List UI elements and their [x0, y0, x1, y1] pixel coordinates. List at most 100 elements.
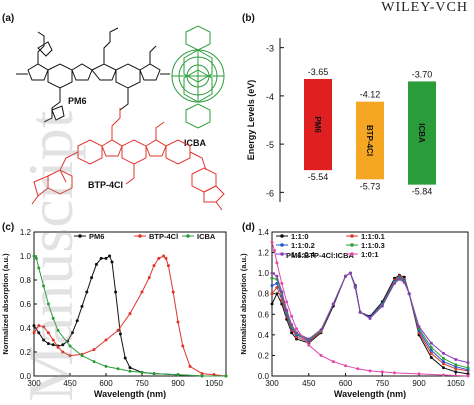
series-line-1 [33, 255, 227, 377]
data-point [61, 350, 65, 354]
data-point [417, 325, 421, 329]
x-tick-label: 450 [302, 379, 316, 388]
y-tick-label: 1.0 [258, 269, 270, 278]
data-point [429, 356, 433, 359]
data-point [181, 344, 185, 348]
y-tick-label: 0.6 [258, 310, 270, 319]
series-line-1 [271, 272, 469, 372]
data-point [331, 302, 335, 306]
energy-level-chart: -3 -4 -5 -6 Energy Levels (eV) -3.65 -5.54 PM6 -… [246, 38, 436, 202]
data-point [270, 240, 274, 244]
data-point [442, 360, 445, 364]
data-point [34, 256, 38, 260]
panel-a-letter: (a) [2, 13, 15, 24]
data-point [200, 372, 204, 376]
data-point [164, 256, 168, 260]
data-point [275, 274, 279, 278]
data-point [116, 367, 120, 371]
x-axis-label: Wavelength (nm) [94, 389, 166, 399]
series-line-3 [271, 272, 469, 369]
data-point [152, 264, 156, 268]
data-point [466, 361, 470, 365]
y-axis-label: Energy Levels (eV) [246, 80, 256, 161]
data-point [176, 320, 180, 324]
pm6-structure [16, 27, 170, 123]
x-axis-label: Wavelength (nm) [334, 389, 406, 399]
legend-marker [280, 252, 284, 256]
data-point [116, 328, 120, 332]
data-point [92, 348, 96, 352]
chart-title: PM6:BTP-4Cl:ICBA [286, 251, 355, 260]
data-point [51, 343, 55, 347]
series-line-2 [271, 272, 469, 371]
data-point [295, 331, 298, 335]
data-point [273, 249, 276, 252]
data-point [307, 337, 311, 341]
data-point [344, 364, 347, 368]
data-point [104, 338, 108, 342]
energy-bar-icba [408, 81, 436, 185]
series-line-0 [271, 272, 469, 375]
series-line-2 [33, 255, 226, 377]
legend-marker [186, 234, 190, 238]
data-point [442, 366, 445, 370]
data-point [51, 316, 55, 320]
data-point [442, 351, 445, 355]
y-tick-label: 0.2 [20, 348, 32, 357]
data-point [32, 331, 36, 335]
y-tick-label: -6 [266, 188, 274, 198]
data-point [85, 290, 89, 294]
data-point [270, 276, 274, 280]
legend-marker [350, 243, 354, 247]
panel-a-structures: PM6 ICBA BTP-4Cl [16, 25, 225, 211]
data-point [94, 262, 98, 266]
lumo-label: -4.12 [360, 90, 381, 100]
data-point [393, 281, 396, 285]
series-line-0 [33, 255, 226, 377]
lumo-label: -3.70 [412, 69, 433, 79]
data-point [331, 360, 335, 364]
data-point [171, 290, 175, 294]
x-tick-label: 900 [412, 379, 426, 388]
legend-label: 1:1:0.1 [361, 232, 385, 241]
panel-c-letter: (c) [2, 222, 15, 233]
legend-label: 1:1:0.3 [361, 241, 385, 250]
data-point [99, 256, 103, 260]
bar-name-label: BTP-4Cl [365, 125, 374, 156]
y-axis-label: Normalized absorption (a.u.) [239, 253, 248, 355]
data-point [356, 367, 360, 371]
data-point [454, 370, 458, 374]
data-point [270, 271, 274, 275]
y-tick-label: 0.4 [258, 331, 270, 340]
bar-name-label: ICBA [417, 123, 426, 143]
legend-label: 1:1:0.4 [291, 250, 316, 259]
absorption-chart-d: 300 450 600 750 900 1050 0.0 0.2 0.4 0.6 0.8 1.0 1.2… [239, 228, 470, 399]
data-point [442, 357, 445, 360]
legend-marker [280, 243, 284, 247]
legend-marker [280, 234, 284, 238]
data-point [270, 302, 274, 306]
data-point [429, 348, 433, 352]
legend-marker [78, 234, 82, 238]
y-tick-label: -3 [266, 44, 274, 54]
y-tick-label: 0.8 [20, 276, 32, 285]
data-point [417, 372, 421, 376]
data-point [200, 374, 204, 378]
data-point [104, 364, 108, 368]
legend-label: 1:0:1 [361, 250, 379, 259]
data-point [56, 345, 60, 349]
data-point [80, 304, 84, 308]
data-point [70, 331, 74, 335]
x-tick-label: 750 [376, 379, 390, 388]
plot-frame [33, 231, 227, 377]
y-tick-label: 1.2 [258, 249, 270, 258]
data-point [290, 314, 294, 318]
data-point [128, 366, 132, 370]
x-tick-label: 1050 [447, 379, 465, 388]
data-point [275, 286, 279, 289]
data-point [46, 302, 50, 306]
data-point [104, 256, 108, 260]
data-point [270, 292, 274, 296]
data-point [407, 292, 411, 296]
homo-label: -5.73 [360, 181, 381, 191]
